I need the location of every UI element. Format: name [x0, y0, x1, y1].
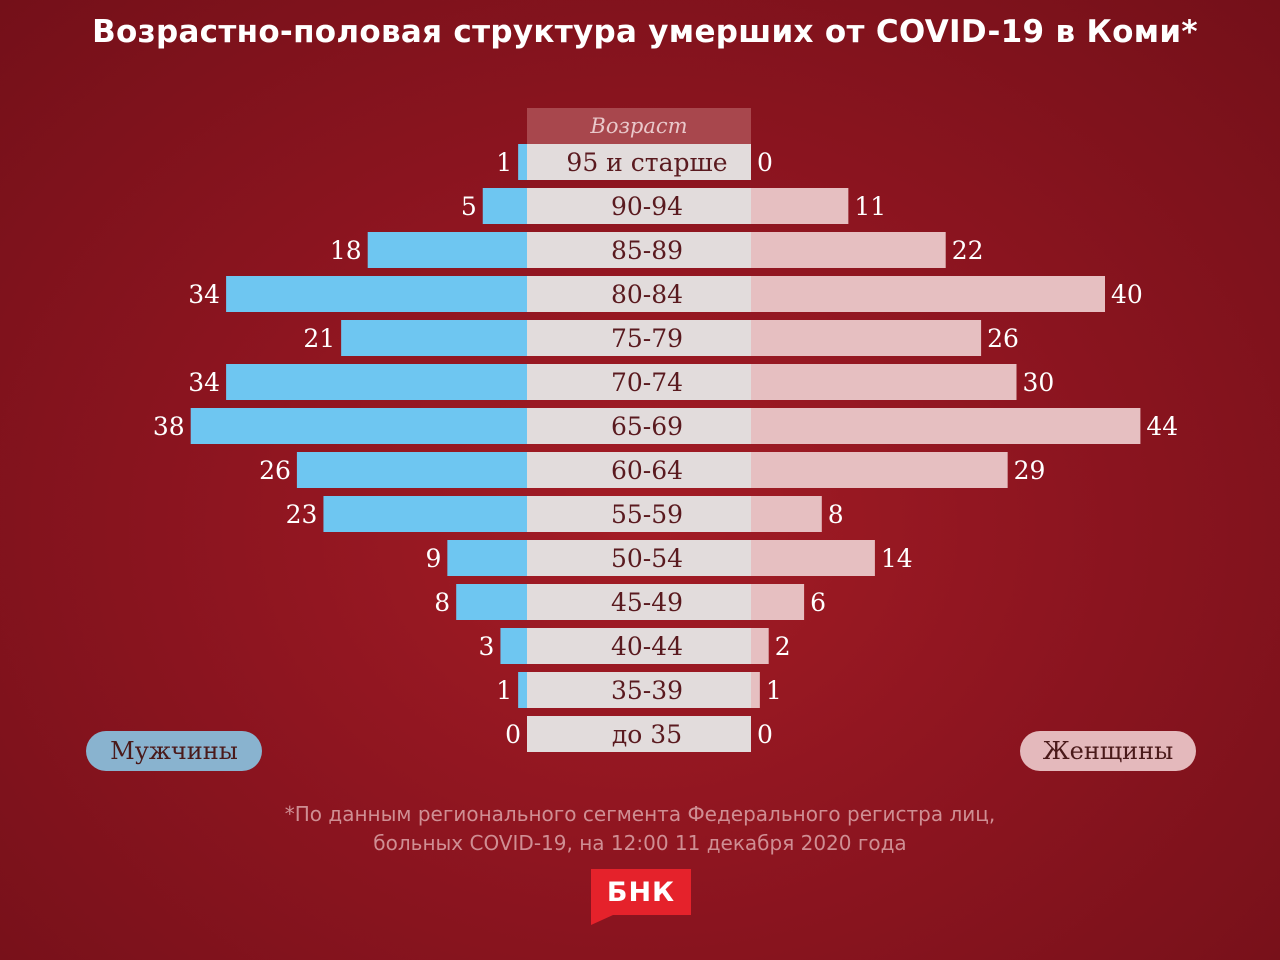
- women-value-label: 40: [1111, 280, 1143, 309]
- men-bar: [226, 276, 527, 312]
- legend-women: Женщины: [1020, 731, 1196, 771]
- age-cell: [527, 452, 751, 488]
- men-bar: [367, 232, 527, 268]
- footnote: *По данным регионального сегмента Федера…: [0, 800, 1280, 858]
- women-bar: [751, 628, 769, 664]
- women-bar: [751, 584, 805, 620]
- men-value-label: 3: [479, 632, 495, 661]
- women-value-label: 11: [854, 192, 886, 221]
- men-bar: [447, 540, 527, 576]
- men-value-label: 5: [461, 192, 477, 221]
- women-value-label: 0: [757, 148, 773, 177]
- women-value-label: 14: [881, 544, 913, 573]
- women-value-label: 22: [952, 236, 984, 265]
- age-label: 55-59: [611, 500, 683, 529]
- age-label: 70-74: [611, 368, 683, 397]
- women-value-label: 0: [757, 720, 773, 749]
- age-cell: [527, 408, 751, 444]
- women-value-label: 6: [810, 588, 826, 617]
- age-cell: [527, 232, 751, 268]
- men-bar: [296, 452, 527, 488]
- age-label: 50-54: [611, 544, 683, 573]
- logo-tail: [591, 915, 613, 925]
- age-label: 75-79: [611, 324, 683, 353]
- men-bar: [190, 408, 527, 444]
- men-value-label: 34: [188, 280, 220, 309]
- women-bar: [751, 540, 875, 576]
- women-bar: [751, 276, 1105, 312]
- women-bar: [751, 232, 946, 268]
- men-bar: [518, 672, 527, 708]
- men-bar: [226, 364, 527, 400]
- men-bar: [500, 628, 527, 664]
- age-label: до 35: [612, 720, 682, 749]
- men-value-label: 38: [153, 412, 185, 441]
- women-bar: [751, 672, 760, 708]
- men-value-label: 9: [425, 544, 441, 573]
- center-header-bg: [527, 108, 751, 144]
- legend-men: Мужчины: [86, 731, 262, 771]
- age-label: 80-84: [611, 280, 683, 309]
- age-cell: [527, 628, 751, 664]
- women-bar: [751, 188, 849, 224]
- age-cell: [527, 716, 751, 752]
- women-value-label: 26: [987, 324, 1019, 353]
- age-cell: [527, 276, 751, 312]
- age-label: 35-39: [611, 676, 683, 705]
- men-value-label: 34: [188, 368, 220, 397]
- men-value-label: 1: [496, 676, 512, 705]
- women-bar: [751, 496, 822, 532]
- bnk-logo: БНК: [591, 869, 691, 915]
- men-bar: [456, 584, 527, 620]
- age-label: 60-64: [611, 456, 683, 485]
- age-cell: [527, 672, 751, 708]
- women-bar: [751, 452, 1008, 488]
- age-label: 85-89: [611, 236, 683, 265]
- women-value-label: 2: [775, 632, 791, 661]
- women-bar: [751, 320, 982, 356]
- men-bar: [323, 496, 527, 532]
- age-cell: [527, 144, 751, 180]
- age-label: 90-94: [611, 192, 683, 221]
- age-cell: [527, 320, 751, 356]
- age-cell: [527, 188, 751, 224]
- age-label: 95 и старше: [566, 148, 727, 177]
- footnote-line-2: больных COVID-19, на 12:00 11 декабря 20…: [373, 831, 907, 855]
- men-value-label: 21: [303, 324, 335, 353]
- men-value-label: 26: [259, 456, 291, 485]
- men-value-label: 23: [286, 500, 318, 529]
- men-bar: [341, 320, 527, 356]
- women-bar: [751, 364, 1017, 400]
- men-bar: [482, 188, 527, 224]
- women-bar: [751, 408, 1141, 444]
- men-value-label: 1: [496, 148, 512, 177]
- age-cell: [527, 496, 751, 532]
- footnote-line-1: *По данным регионального сегмента Федера…: [284, 802, 996, 826]
- age-label: 40-44: [611, 632, 683, 661]
- age-cell: [527, 584, 751, 620]
- women-value-label: 1: [766, 676, 782, 705]
- age-label: 45-49: [611, 588, 683, 617]
- men-value-label: 0: [505, 720, 521, 749]
- men-value-label: 18: [330, 236, 362, 265]
- women-value-label: 29: [1014, 456, 1046, 485]
- women-value-label: 44: [1146, 412, 1178, 441]
- age-cell: [527, 540, 751, 576]
- center-header-label: Возраст: [589, 114, 687, 138]
- age-cell: [527, 364, 751, 400]
- men-value-label: 8: [434, 588, 450, 617]
- women-value-label: 30: [1023, 368, 1055, 397]
- chart-title: Возрастно-половая структура умерших от C…: [92, 14, 1198, 50]
- women-value-label: 8: [828, 500, 844, 529]
- age-label: 65-69: [611, 412, 683, 441]
- men-bar: [518, 144, 527, 180]
